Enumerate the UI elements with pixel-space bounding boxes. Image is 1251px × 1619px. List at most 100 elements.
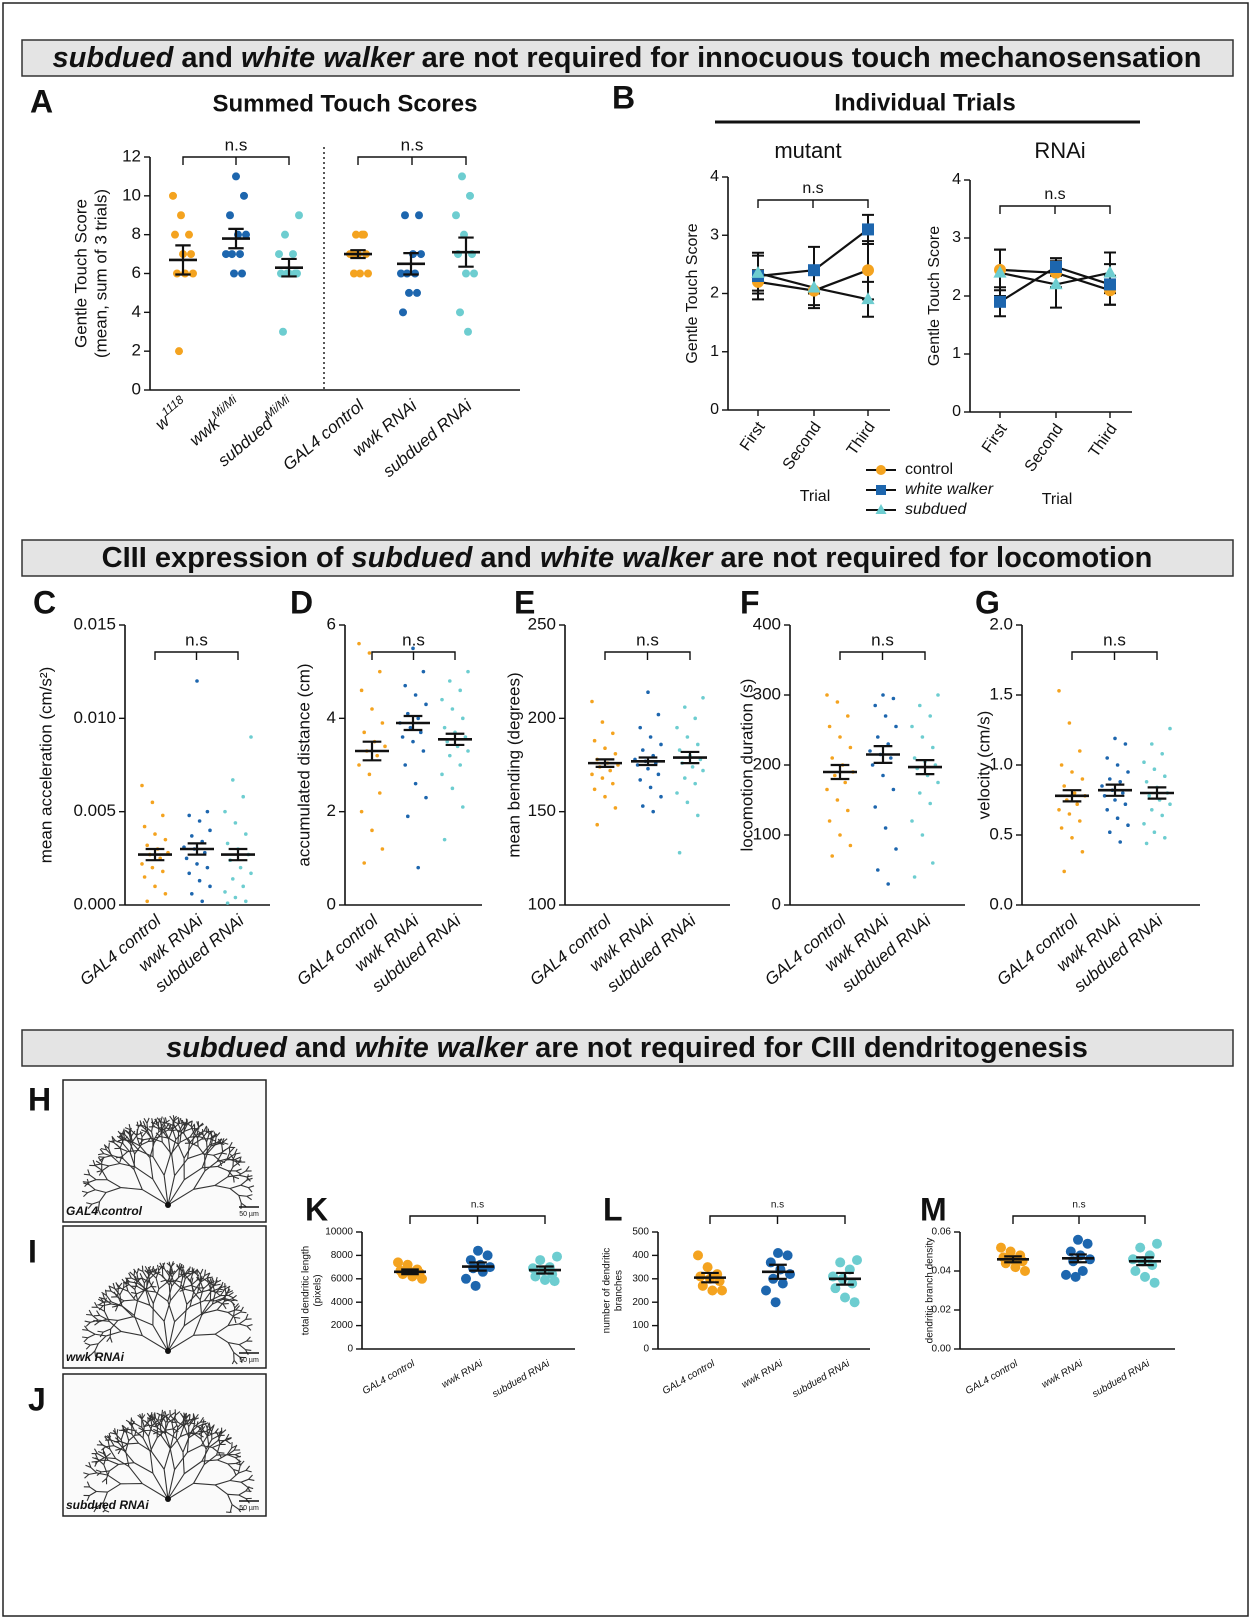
data-point — [451, 787, 455, 791]
data-point — [195, 679, 199, 683]
x-axis-label: Trial — [1042, 491, 1073, 508]
panel-letter: A — [30, 83, 53, 119]
soma — [165, 1496, 171, 1502]
data-point — [894, 725, 898, 729]
data-point — [275, 250, 283, 258]
data-point — [415, 211, 423, 219]
data-point — [358, 231, 366, 239]
y-tick-label: 6000 — [331, 1273, 354, 1284]
data-point — [461, 717, 465, 721]
y-tick-label: 0.005 — [73, 801, 116, 820]
data-point — [846, 714, 850, 718]
data-point — [828, 819, 832, 823]
soma — [165, 1348, 171, 1354]
data-point — [289, 250, 297, 258]
legend-label: control — [905, 461, 953, 478]
data-point — [443, 838, 447, 842]
chart-title: Summed Touch Scores — [213, 90, 478, 117]
y-tick-label: 0.010 — [73, 708, 116, 727]
data-point — [153, 832, 157, 836]
data-point — [657, 713, 661, 717]
dendrite — [127, 1443, 138, 1444]
data-point — [683, 705, 687, 709]
y-axis-label: velocity (cm/s) — [974, 711, 993, 820]
data-point — [603, 746, 607, 750]
data-point — [417, 1274, 427, 1284]
chart-title: mutant — [774, 138, 841, 163]
data-point — [693, 717, 697, 721]
data-point — [456, 308, 464, 316]
significance-bracket — [1072, 652, 1157, 660]
data-point — [161, 870, 165, 874]
marker — [1104, 278, 1116, 290]
data-point — [1150, 1278, 1160, 1288]
y-tick-label: 300 — [753, 684, 781, 703]
y-tick-label: 4000 — [331, 1297, 354, 1308]
data-point — [1116, 816, 1120, 820]
data-point — [892, 697, 896, 701]
panel-letter: D — [290, 584, 313, 620]
data-point — [370, 707, 374, 711]
data-point — [1061, 1270, 1071, 1280]
image-caption: GAL4 control — [66, 1204, 143, 1218]
data-point — [921, 833, 925, 837]
data-point — [552, 1252, 562, 1262]
image-frame — [63, 1226, 266, 1368]
data-point — [1124, 742, 1128, 746]
data-point — [226, 901, 230, 905]
data-point — [651, 810, 655, 814]
panel-letter: K — [305, 1191, 328, 1227]
data-point — [461, 805, 465, 809]
data-point — [1105, 756, 1109, 760]
data-point — [461, 1274, 471, 1284]
dendrite — [202, 1129, 203, 1135]
data-point — [928, 714, 932, 718]
dendrite — [184, 1125, 185, 1133]
title-part: subdued — [53, 42, 175, 74]
data-point — [590, 700, 594, 704]
data-point — [868, 749, 872, 753]
data-point — [411, 740, 415, 744]
data-point — [840, 1293, 850, 1303]
data-point — [846, 809, 850, 813]
marker — [808, 264, 820, 276]
data-point — [239, 866, 243, 870]
significance-bracket — [758, 200, 868, 208]
data-point — [1160, 814, 1164, 818]
y-tick-label: 2 — [952, 287, 961, 304]
y-tick-label: 1.5 — [989, 684, 1013, 703]
marker — [994, 296, 1006, 308]
data-point — [659, 795, 663, 799]
data-point — [1142, 760, 1146, 764]
y-tick-label: 1 — [952, 345, 961, 362]
data-point — [884, 826, 888, 830]
data-point — [1163, 836, 1167, 840]
y-axis-label: branches — [614, 1270, 625, 1311]
data-point — [830, 756, 834, 760]
data-point — [1060, 763, 1064, 767]
legend-label: white walker — [905, 481, 994, 498]
data-point — [145, 899, 149, 903]
title-part: subdued — [166, 1032, 288, 1064]
x-tick-label: subdued RNAi — [790, 1358, 852, 1400]
y-axis-label: Gentle Touch Score — [926, 226, 943, 366]
dendrite — [186, 1413, 187, 1419]
y-axis-label: Gentle Touch Score — [684, 223, 701, 363]
data-point — [830, 854, 834, 858]
data-point — [222, 250, 230, 258]
dendrite — [147, 1123, 148, 1131]
y-tick-label: 12 — [122, 146, 141, 165]
data-point — [357, 642, 361, 646]
marker — [1103, 266, 1116, 278]
x-tick-label: Second — [780, 419, 825, 473]
data-point — [381, 847, 385, 851]
significance-bracket — [358, 157, 466, 165]
data-point — [478, 1267, 488, 1277]
data-point — [1100, 784, 1104, 788]
data-point — [187, 814, 191, 818]
dendrite — [129, 1129, 130, 1135]
data-point — [766, 1257, 776, 1267]
data-point — [611, 782, 615, 786]
data-point — [451, 707, 455, 711]
x-axis-label: Trial — [800, 488, 831, 505]
